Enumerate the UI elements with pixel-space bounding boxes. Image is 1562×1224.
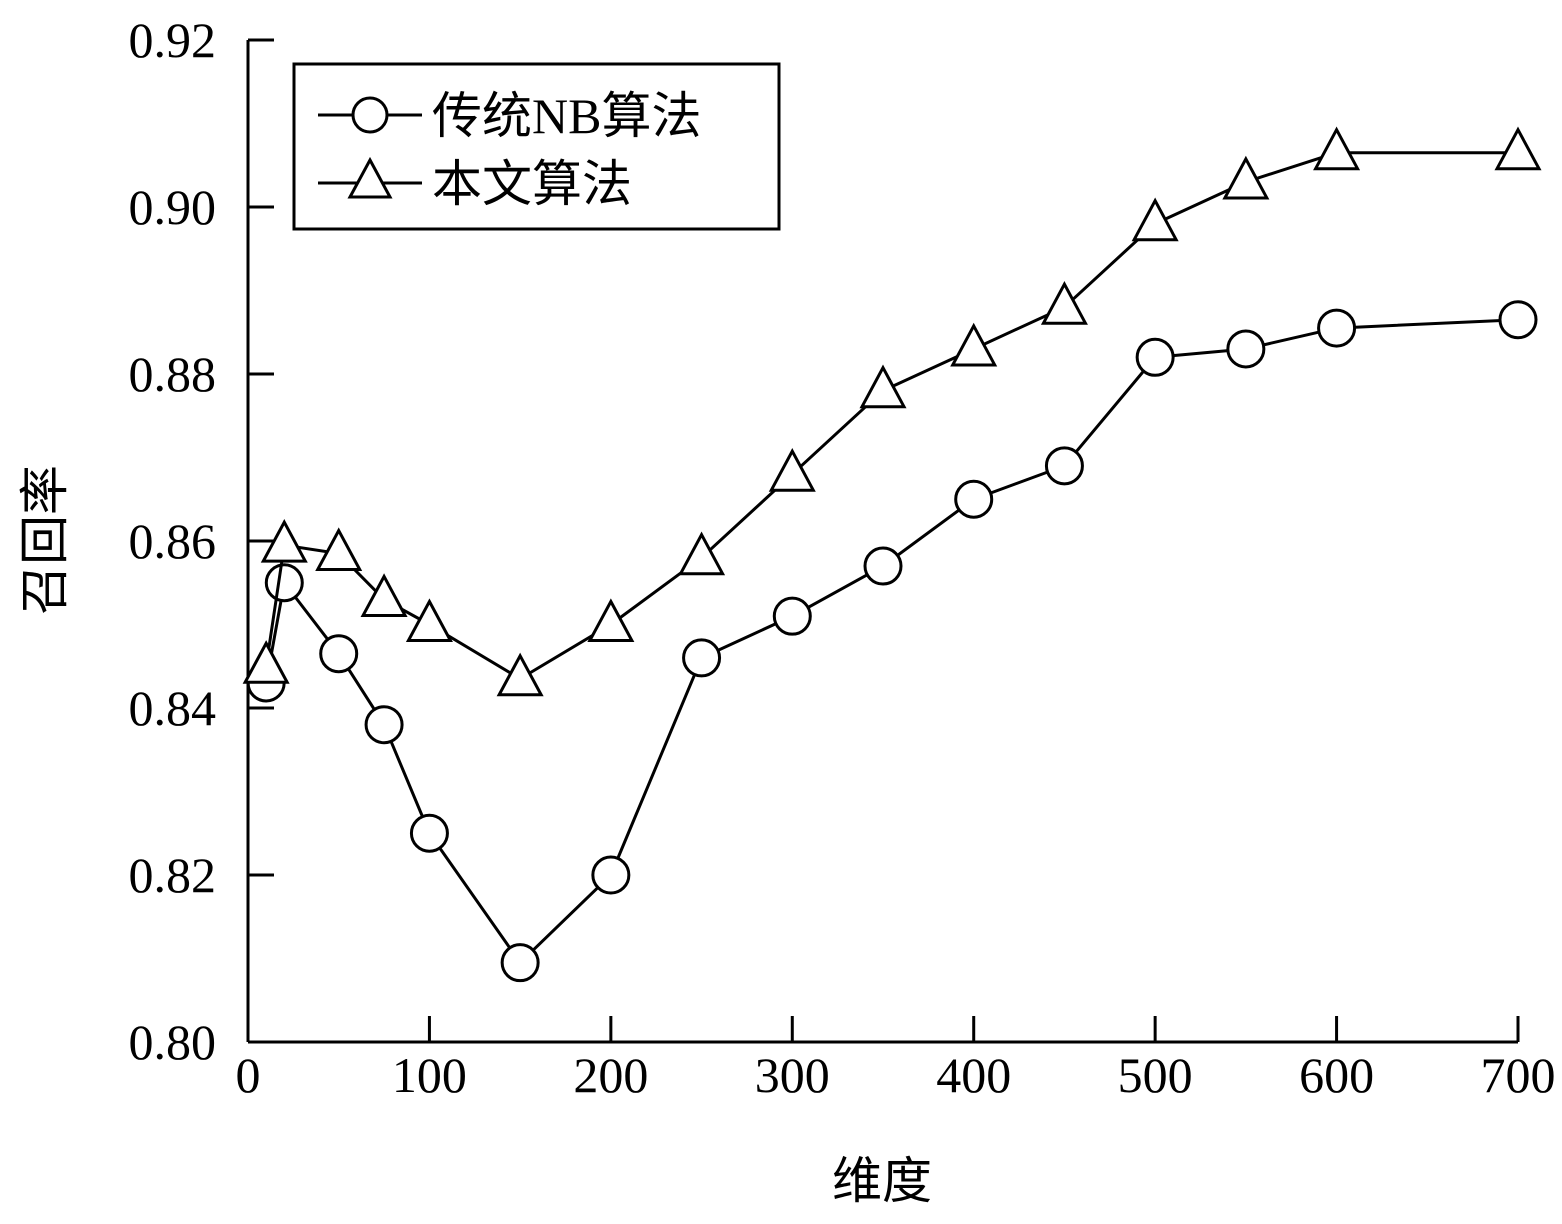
data-point-triangle — [950, 322, 998, 367]
legend-label-series-2: 本文算法 — [432, 156, 632, 212]
y-axis-title: 召回率 — [17, 465, 73, 615]
data-point-triangle — [242, 640, 290, 684]
data-point-circle — [1135, 337, 1175, 377]
data-point-triangle — [1313, 126, 1361, 171]
data-point-triangle — [587, 598, 635, 642]
data-point-triangle — [859, 364, 907, 409]
data-point-circle — [1498, 300, 1538, 340]
x-tick-label: 0 — [236, 1047, 261, 1103]
data-point-triangle — [315, 527, 363, 572]
legend-marker-triangle — [347, 156, 393, 199]
legend-box — [292, 62, 781, 231]
data-point-triangle — [1131, 197, 1179, 242]
series-line-2 — [264, 151, 1518, 681]
data-point-triangle — [405, 598, 453, 642]
x-tick-label: 200 — [573, 1047, 648, 1103]
data-point-circle — [319, 634, 359, 674]
x-tick-label: 400 — [936, 1047, 1011, 1103]
data-point-triangle — [360, 573, 408, 617]
data-point-circle — [1044, 446, 1084, 486]
series-line-1 — [264, 318, 1519, 965]
x-tick-label: 100 — [392, 1047, 467, 1103]
y-tick-label: 0.80 — [129, 1014, 217, 1070]
data-point-triangle — [768, 448, 816, 492]
data-point-circle — [1226, 329, 1266, 369]
x-tick-label: 300 — [755, 1047, 830, 1103]
data-point-triangle — [1222, 155, 1270, 200]
data-point-circle — [591, 855, 631, 895]
x-axis-title: 维度 — [832, 1153, 932, 1209]
y-tick-label: 0.84 — [129, 680, 217, 736]
y-tick-label: 0.82 — [129, 847, 217, 903]
data-point-triangle — [1494, 126, 1542, 171]
data-point-circle — [954, 479, 994, 519]
y-tick-label: 0.92 — [129, 12, 217, 68]
series-layer — [242, 126, 1542, 983]
y-tick-label: 0.86 — [129, 513, 217, 569]
data-point-triangle — [260, 519, 308, 563]
data-point-circle — [364, 705, 404, 745]
data-point-triangle — [1040, 281, 1088, 325]
axes-layer: 0.80 0.82 0.84 0.86 0.88 0.90 0.92 0 100 200 300 40… — [129, 12, 1556, 1103]
legend: 传统NB算法 本文算法 — [292, 62, 781, 231]
data-point-circle — [863, 546, 903, 586]
data-point-circle — [682, 638, 722, 678]
legend-marker-circle — [351, 96, 389, 134]
data-point-circle — [264, 563, 304, 603]
data-point-triangle — [496, 652, 544, 697]
data-point-circle — [1317, 308, 1357, 348]
x-tick-label: 700 — [1481, 1047, 1556, 1103]
data-point-circle — [409, 813, 449, 853]
x-tick-label: 600 — [1299, 1047, 1374, 1103]
y-tick-label: 0.90 — [129, 179, 217, 235]
data-point-circle — [500, 943, 540, 983]
y-tick-label: 0.88 — [129, 346, 217, 402]
x-tick-label: 500 — [1118, 1047, 1193, 1103]
data-point-circle — [772, 596, 812, 636]
data-point-triangle — [678, 531, 726, 576]
legend-label-series-1: 传统NB算法 — [432, 88, 701, 144]
